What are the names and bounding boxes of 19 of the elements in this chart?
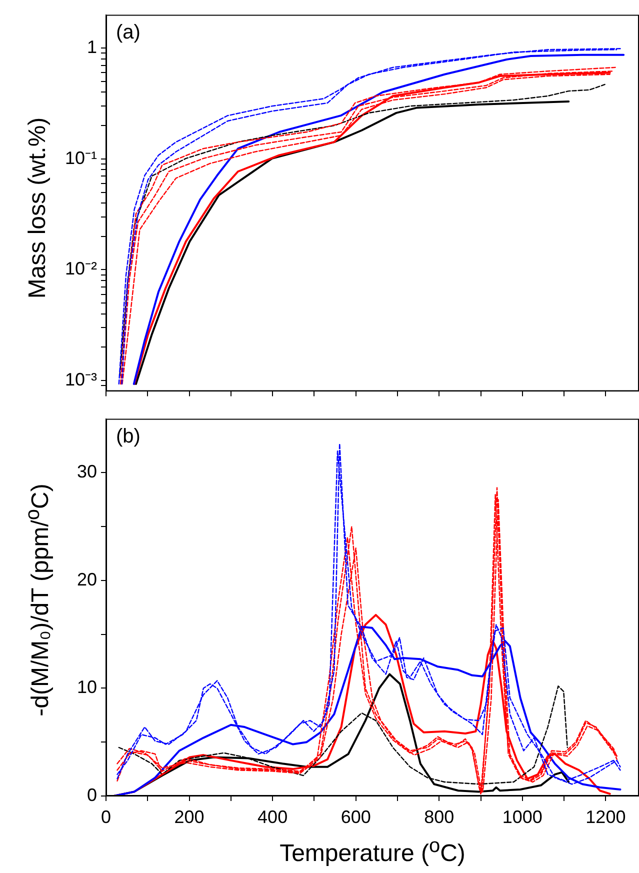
x-tick-label: 400 <box>258 806 288 827</box>
annotation: (a) <box>116 21 140 44</box>
y-tick-label: 1 <box>86 37 97 58</box>
y-axis-title: Mass loss (wt.%) <box>24 117 51 299</box>
y-tick-label: 30 <box>76 462 97 482</box>
x-tick-label: 1200 <box>586 806 626 827</box>
x-tick-label: 0 <box>100 806 112 827</box>
y-tick-label: 10 <box>76 677 97 698</box>
y-tick-label: 20 <box>76 569 97 590</box>
y-tick-label: 0 <box>86 784 97 805</box>
x-tick-label: 600 <box>340 806 371 827</box>
annotation: (b) <box>116 425 140 448</box>
y-tick-label: 10⁻² <box>64 258 98 279</box>
x-axis-title: Temperature ($^{o}$C) <box>280 835 466 867</box>
x-tick-label: 1000 <box>502 806 542 827</box>
y-tick-label: 10⁻³ <box>64 369 98 390</box>
x-tick-label: 800 <box>424 806 454 827</box>
y-tick-label: 10⁻¹ <box>64 148 98 168</box>
x-tick-label: 200 <box>174 806 204 827</box>
